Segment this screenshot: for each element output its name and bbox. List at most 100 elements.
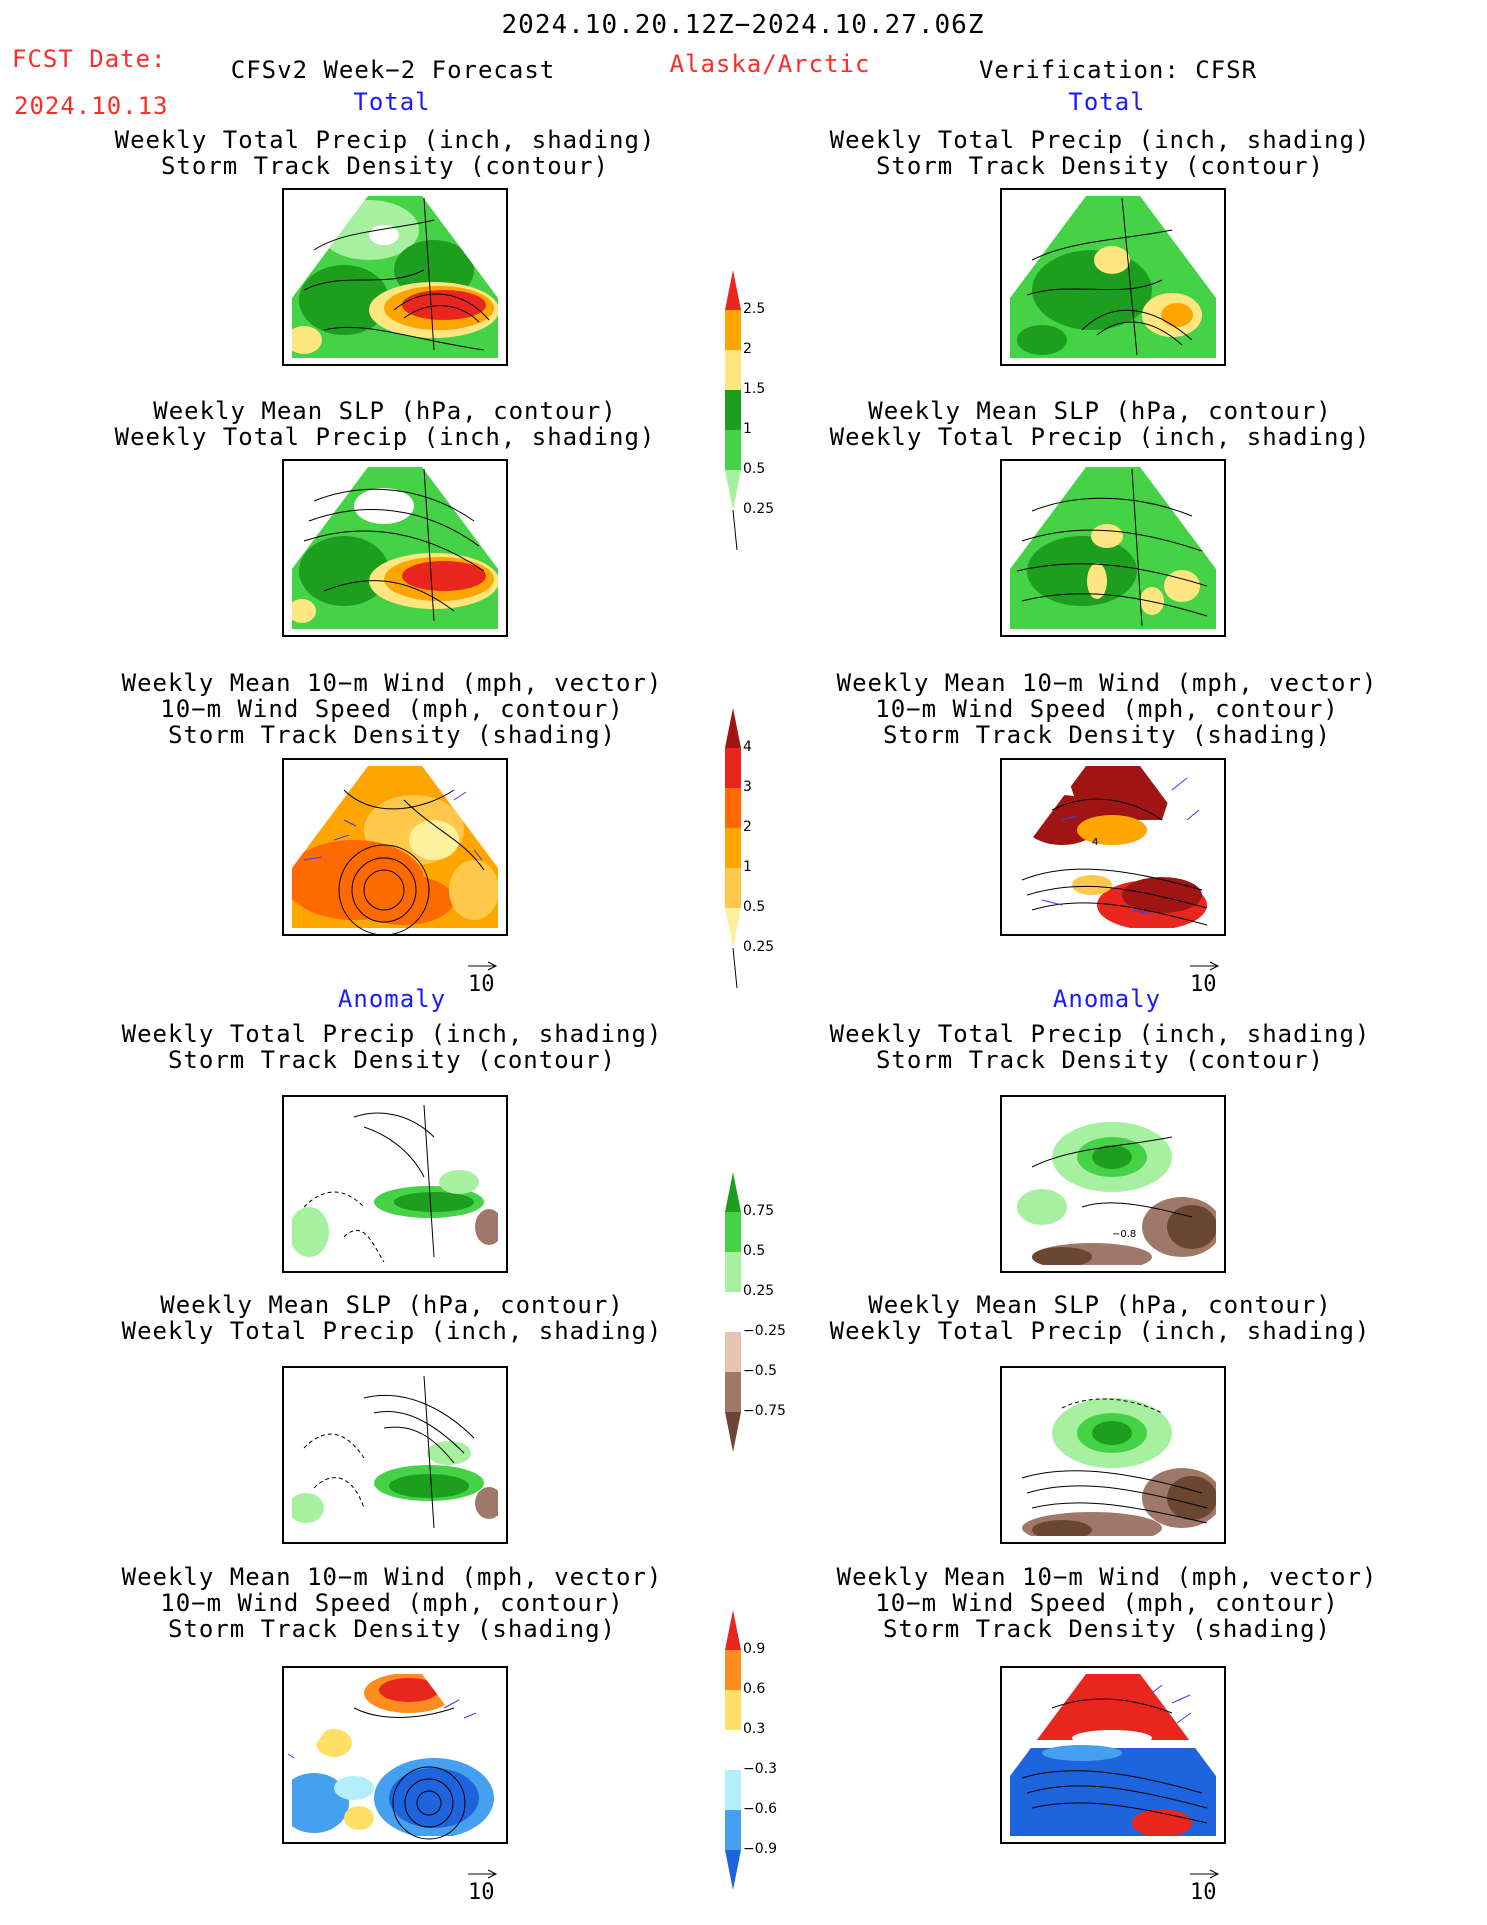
panel-title-total-precip-right: Weekly Total Precip (inch, shading) Stor… <box>829 126 1371 180</box>
fcst-date-value: 2024.10.13 <box>14 92 169 120</box>
panel-title-anom-slp-right: Weekly Mean SLP (hPa, contour) Weekly To… <box>829 1291 1371 1345</box>
panel-title-anom-precip-left: Weekly Total Precip (inch, shading) Stor… <box>121 1020 663 1074</box>
precip-anom-contour-label: −0.8 <box>1112 1229 1136 1240</box>
section-anomaly-left: Anomaly <box>337 985 447 1013</box>
vector-key-arrow-icon <box>468 1869 498 1879</box>
map-total-slp-precip-verification <box>1000 459 1226 637</box>
colorbar-segment <box>725 908 741 948</box>
vector-key-arrow-icon <box>468 961 498 971</box>
colorbar-tick-label: 4 <box>743 739 752 755</box>
map-anom-precip-storm-verification: −0.8 <box>1000 1095 1226 1273</box>
colorbar-segment <box>725 1212 741 1252</box>
colorbar-tick-label: 0.25 <box>743 501 775 517</box>
colorbar-segment <box>725 1172 741 1212</box>
colorbar-tick-label: 1 <box>743 859 752 875</box>
colorbar-segment <box>725 1650 741 1690</box>
colorbar-tail <box>732 509 738 551</box>
colorbar-segment <box>725 1850 741 1890</box>
colorbar-tick-label: 0.5 <box>743 899 766 915</box>
colorbar-segment <box>725 1412 741 1452</box>
panel-title-total-slp-left: Weekly Mean SLP (hPa, contour) Weekly To… <box>114 397 656 451</box>
colorbar-tick-label: 0.5 <box>743 1243 766 1259</box>
fcst-date-label: FCST Date: <box>12 45 167 73</box>
colorbar-segment <box>725 1610 741 1650</box>
colorbar-tick-label: 1 <box>743 421 752 437</box>
panel-title-anom-precip-right: Weekly Total Precip (inch, shading) Stor… <box>829 1020 1371 1074</box>
map-anom-wind-storm-forecast <box>282 1666 508 1844</box>
map-total-precip-storm-forecast <box>282 188 508 366</box>
colorbar-segment <box>725 1332 741 1372</box>
map-total-wind-storm-verification: 4 <box>1000 758 1226 936</box>
colorbar-tick-label: 0.9 <box>743 1641 766 1657</box>
panel-title-total-precip-left: Weekly Total Precip (inch, shading) Stor… <box>114 126 656 180</box>
colorbar-segment <box>725 1252 741 1292</box>
map-anom-slp-precip-verification <box>1000 1366 1226 1544</box>
colorbar-graphic <box>725 1610 741 1890</box>
right-column-title: Verification: CFSR <box>978 56 1258 84</box>
colorbar-tick-label: −0.25 <box>743 1323 786 1339</box>
map-total-precip-storm-verification <box>1000 188 1226 366</box>
colorbar-tick-label: 2 <box>743 819 752 835</box>
panel-title-anom-wind-right: Weekly Mean 10−m Wind (mph, vector) 10−m… <box>836 1563 1378 1643</box>
colorbar-segment <box>725 310 741 350</box>
map-anom-wind-storm-verification <box>1000 1666 1226 1844</box>
colorbar-tick-label: 0.6 <box>743 1681 766 1697</box>
colorbar-graphic <box>725 1172 741 1452</box>
panel-title-anom-slp-left: Weekly Mean SLP (hPa, contour) Weekly To… <box>121 1291 663 1345</box>
colorbar-tick-label: −0.6 <box>743 1801 777 1817</box>
vector-key-arrow-icon <box>1190 1869 1220 1879</box>
panel-title-total-slp-right: Weekly Mean SLP (hPa, contour) Weekly To… <box>829 397 1371 451</box>
section-total-left: Total <box>353 88 431 116</box>
colorbar-tick-label: 3 <box>743 779 752 795</box>
colorbar-segment <box>725 1372 741 1412</box>
colorbar-segment <box>725 1690 741 1730</box>
colorbar-segment <box>725 1810 741 1850</box>
colorbar-tick-label: 2.5 <box>743 301 766 317</box>
colorbar-tick-label: −0.75 <box>743 1403 786 1419</box>
map-anom-precip-storm-forecast <box>282 1095 508 1273</box>
colorbar-segment <box>725 828 741 868</box>
section-total-right: Total <box>1068 88 1146 116</box>
map-anom-slp-precip-forecast <box>282 1366 508 1544</box>
colorbar-tick-label: 1.5 <box>743 381 766 397</box>
colorbar-segment <box>725 788 741 828</box>
panel-title-anom-wind-left: Weekly Mean 10−m Wind (mph, vector) 10−m… <box>121 1563 663 1643</box>
colorbar-segment <box>725 868 741 908</box>
colorbar-segment <box>725 470 741 510</box>
section-anomaly-right: Anomaly <box>1052 985 1162 1013</box>
map-total-wind-storm-forecast <box>282 758 508 936</box>
colorbar-segment <box>725 1730 741 1770</box>
colorbar-tick-label: −0.5 <box>743 1363 777 1379</box>
wind-contour-label: 4 <box>1092 837 1098 848</box>
vector-key-label: 10 <box>1190 972 1217 997</box>
colorbar-segment <box>725 270 741 310</box>
colorbar-graphic <box>725 270 741 551</box>
colorbar-tick-label: 0.25 <box>743 1283 775 1299</box>
colorbar-segment <box>725 1770 741 1810</box>
colorbar-segment <box>725 350 741 390</box>
colorbar-tick-label: 0.25 <box>743 939 775 955</box>
panel-title-total-wind-right: Weekly Mean 10−m Wind (mph, vector) 10−m… <box>836 669 1378 749</box>
colorbar-tick-label: 0.75 <box>743 1203 775 1219</box>
colorbar-graphic <box>725 708 741 989</box>
vector-key-label: 10 <box>468 1880 495 1905</box>
map-total-slp-precip-forecast <box>282 459 508 637</box>
vector-key-label: 10 <box>468 972 495 997</box>
panel-title-total-wind-left: Weekly Mean 10−m Wind (mph, vector) 10−m… <box>121 669 663 749</box>
colorbar-tick-label: 2 <box>743 341 752 357</box>
left-column-title: CFSv2 Week−2 Forecast <box>230 56 556 84</box>
colorbar-segment <box>725 430 741 470</box>
colorbar-tick-label: −0.3 <box>743 1761 777 1777</box>
colorbar-segment <box>725 1292 741 1332</box>
colorbar-segment <box>725 708 741 748</box>
vector-key-arrow-icon <box>1190 961 1220 971</box>
colorbar-tick-label: −0.9 <box>743 1841 777 1857</box>
colorbar-tick-label: 0.5 <box>743 461 766 477</box>
colorbar-tick-label: 0.3 <box>743 1721 766 1737</box>
colorbar-segment <box>725 748 741 788</box>
date-range-title: 2024.10.20.12Z−2024.10.27.06Z <box>501 10 985 40</box>
region-title: Alaska/Arctic <box>669 50 871 78</box>
colorbar-segment <box>725 390 741 430</box>
vector-key-label: 10 <box>1190 1880 1217 1905</box>
colorbar-tail <box>732 947 738 989</box>
